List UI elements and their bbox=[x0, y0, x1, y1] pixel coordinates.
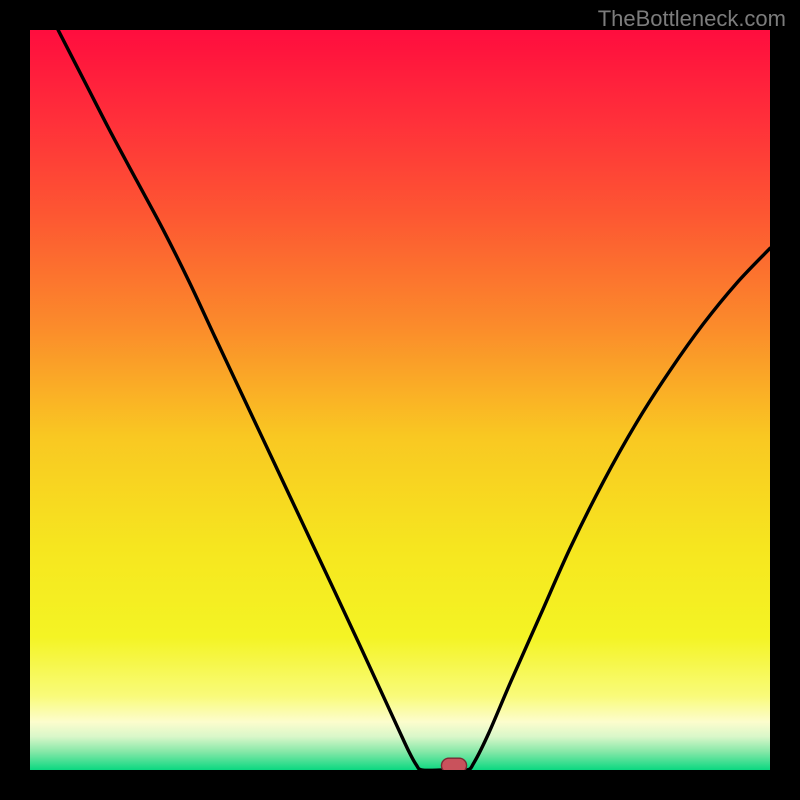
gradient-background bbox=[30, 30, 770, 770]
chart-stage: TheBottleneck.com bbox=[0, 0, 800, 800]
plot-area bbox=[30, 30, 770, 773]
chart-svg bbox=[0, 0, 800, 800]
